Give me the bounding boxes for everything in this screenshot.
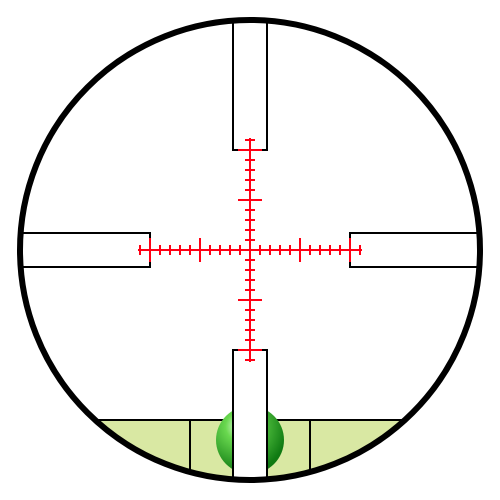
scope-reticle-diagram	[0, 0, 500, 500]
